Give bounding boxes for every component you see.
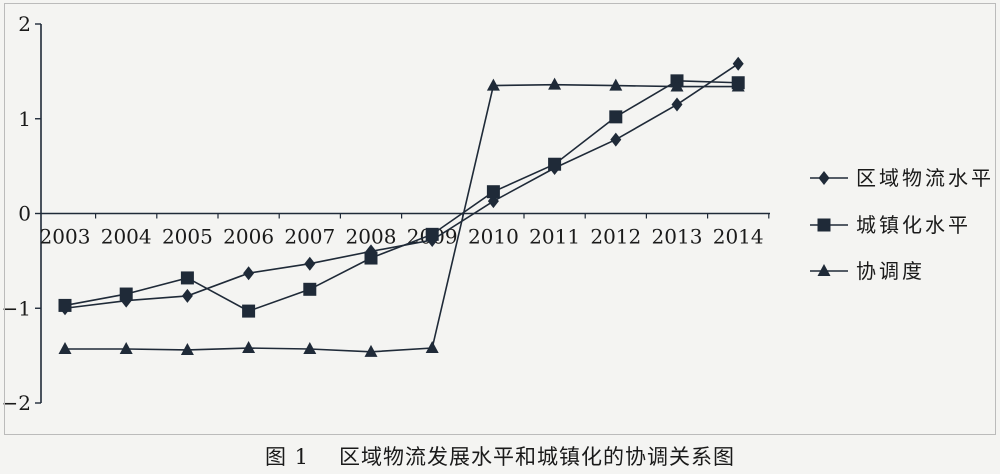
data-point [548,77,562,90]
data-point [548,157,562,171]
data-point [364,251,378,265]
data-point [670,79,684,92]
y-tick-label: 1 [18,107,31,131]
figure-number: 图 1 [264,445,310,469]
legend-marker [818,171,830,185]
legend-label: 协调度 [856,259,925,283]
y-tick-label: −1 [2,296,31,320]
data-point [303,341,317,354]
legend-label: 区域物流水平 [856,166,994,190]
data-point [486,78,500,91]
legend-marker [817,264,831,276]
series-line [64,80,739,312]
x-tick-label: 2007 [284,225,335,249]
x-tick-label: 2014 [713,225,764,249]
data-point [425,341,439,354]
data-point [609,78,623,91]
x-tick-label: 2011 [529,225,580,249]
data-point [181,288,193,303]
data-point [610,132,622,147]
series-2 [58,74,745,318]
data-point [58,341,72,354]
figure-caption-text: 区域物流发展水平和城镇化的协调关系图 [339,445,736,469]
legend-item: 区域物流水平 [810,166,994,190]
series-3 [58,77,745,357]
legend-marker [817,218,831,232]
y-tick-label: 0 [18,202,31,226]
data-point [486,185,500,199]
data-point [671,97,683,112]
data-point [731,79,745,92]
data-point [119,341,133,354]
x-tick-label: 2013 [652,225,703,249]
data-point [425,227,439,241]
x-tick-label: 2004 [101,225,152,249]
x-tick-label: 2005 [162,225,213,249]
figure-caption: 图 1 区域物流发展水平和城镇化的协调关系图 [0,441,1000,471]
y-tick-label: 2 [18,12,31,36]
x-tick-label: 2012 [590,225,641,249]
x-tick-label: 2006 [223,225,274,249]
legend-label: 城镇化水平 [856,213,971,237]
chart-series [58,56,745,357]
data-point [242,304,256,318]
legend-item: 城镇化水平 [810,213,971,237]
data-point [609,110,623,124]
x-tick-label: 2003 [40,225,91,249]
data-point [364,344,378,357]
y-axis-ticks: −2 −1 0 1 2 [2,12,41,415]
data-point [304,256,316,271]
data-point [180,271,194,285]
data-point [58,298,72,312]
y-tick-label: −2 [2,391,31,415]
series-line [65,83,739,353]
legend-item: 协调度 [810,259,925,283]
data-point [180,342,194,355]
figure-border [4,3,996,435]
x-tick-label: 2010 [468,225,519,249]
data-point [303,282,317,296]
data-point [732,56,744,71]
data-point [242,341,256,354]
data-point [243,266,255,281]
data-point [119,287,133,301]
